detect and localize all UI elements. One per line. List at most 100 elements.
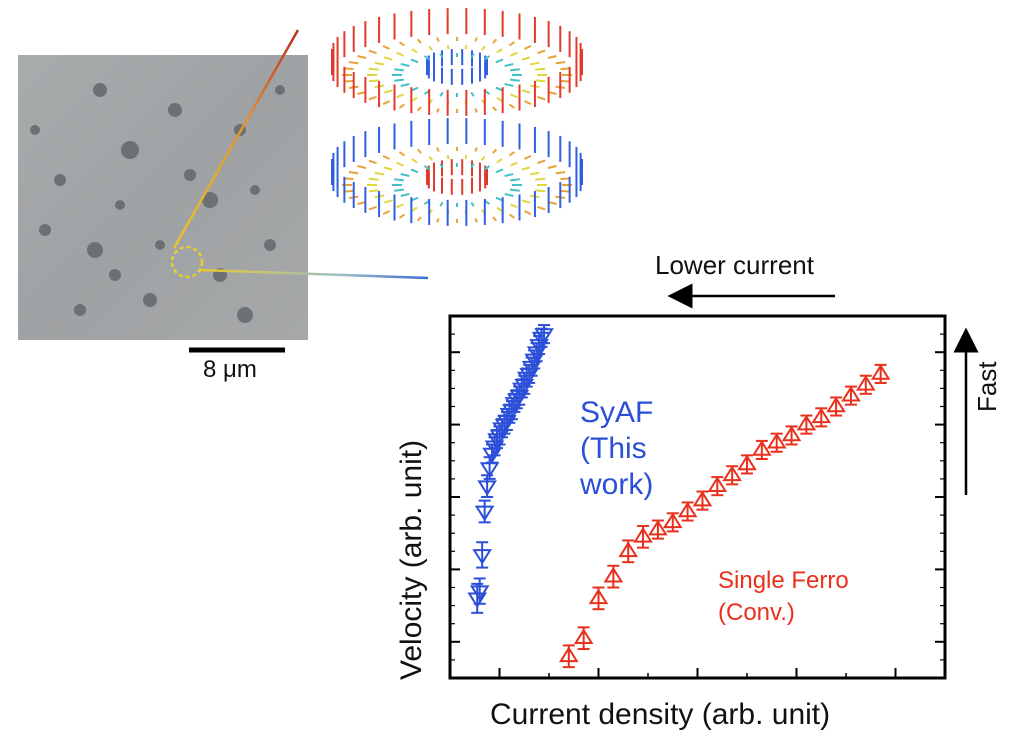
spin-arrow (383, 56, 393, 61)
spin-arrow (400, 173, 410, 177)
spin-arrow (480, 45, 486, 51)
spin-arrow (398, 151, 406, 157)
spin-arrow (411, 96, 418, 102)
spin-arrow (368, 67, 379, 71)
spin-arrow (400, 83, 410, 87)
spin-arrow (343, 189, 354, 193)
spin-arrow (368, 177, 379, 181)
domain-spot (54, 174, 66, 186)
spin-arrow (416, 38, 422, 44)
data-point (855, 374, 876, 391)
spin-arrow (368, 189, 379, 193)
spin-arrow (510, 178, 520, 182)
spin-arrow (428, 45, 434, 51)
spin-arrow (535, 177, 546, 181)
spin-arrow (398, 213, 406, 219)
data-point (662, 512, 683, 529)
spin-arrow (411, 48, 418, 54)
data-point (477, 480, 497, 497)
spin-arrow (428, 155, 434, 161)
spin-arrow (535, 189, 546, 193)
domain-spot (39, 224, 51, 236)
spin-arrow (560, 177, 571, 181)
domain-spot (30, 125, 40, 135)
spin-arrow (496, 158, 503, 164)
spin-arrow (416, 148, 422, 154)
spin-arrow (382, 44, 390, 50)
spin-arrow (436, 37, 440, 42)
spin-arrow (368, 95, 377, 101)
spin-arrow (383, 89, 393, 94)
spin-arrow (436, 218, 440, 223)
spin-arrow (495, 58, 504, 64)
spin-arrow (524, 210, 532, 216)
spin-arrow (439, 201, 444, 207)
spin-arrow (464, 154, 468, 160)
spin-arrow (555, 171, 566, 175)
domain-spot (275, 85, 285, 95)
spin-arrow (411, 158, 418, 164)
chart (448, 314, 947, 680)
spin-arrow (436, 108, 440, 113)
data-point (722, 465, 742, 482)
spin-arrow (480, 155, 486, 161)
series-label-single-ferro: Single Ferro (Conv.) (718, 567, 849, 626)
spin-arrow (400, 63, 410, 67)
spin-arrow (510, 68, 520, 72)
spin-arrow (474, 218, 478, 223)
data-point (811, 407, 832, 424)
spin-arrow (492, 216, 498, 222)
spin-arrow (383, 199, 393, 204)
spin-arrow (439, 53, 444, 59)
spin-structure-illustration (331, 8, 583, 226)
spin-arrow (521, 89, 531, 94)
domain-spot (115, 200, 125, 210)
data-point (752, 440, 772, 456)
spin-arrow (555, 61, 566, 65)
spin-arrow (374, 171, 385, 176)
spin-arrow (464, 44, 468, 50)
spin-arrow (537, 205, 546, 211)
y-axis-label: Velocity (arb. unit) (395, 439, 428, 680)
spin-arrow (439, 91, 444, 97)
fast-label: Fast (972, 361, 1002, 412)
data-point (781, 425, 802, 442)
data-point (603, 566, 624, 583)
domain-spot (264, 239, 276, 251)
spin-arrow (529, 61, 540, 66)
data-point (826, 396, 846, 413)
spin-arrow (474, 147, 478, 152)
lower-current-label: Lower current (655, 250, 814, 280)
spin-arrow (343, 79, 354, 83)
spin-arrow (343, 177, 354, 181)
spin-arrow (483, 165, 491, 171)
domain-spot (184, 169, 196, 181)
spin-arrow (446, 44, 450, 50)
spin-arrow (483, 55, 491, 61)
spin-arrow (382, 100, 390, 106)
domain-spot (168, 103, 182, 117)
domain-spot (143, 293, 157, 307)
data-point (573, 628, 594, 644)
spin-arrow (524, 44, 532, 50)
spin-arrow (348, 61, 359, 65)
spin-arrow (394, 78, 404, 82)
data-point (677, 501, 698, 518)
domain-spot (155, 240, 165, 250)
data-point (692, 490, 713, 507)
spin-arrow (474, 37, 478, 42)
spin-arrow (521, 199, 531, 204)
domain-spot (87, 242, 103, 258)
data-point (870, 364, 891, 380)
spin-arrow (508, 103, 516, 109)
scale-bar-label: 8 μm (203, 356, 257, 383)
spin-arrow (547, 55, 557, 59)
spin-arrow (396, 51, 404, 57)
x-axis-label: Current density (arb. unit) (490, 698, 831, 731)
spin-arrow (410, 58, 419, 64)
spin-arrow (474, 108, 478, 113)
spin-arrow (394, 188, 404, 192)
spin-arrow (368, 79, 379, 83)
spin-arrow (436, 147, 440, 152)
